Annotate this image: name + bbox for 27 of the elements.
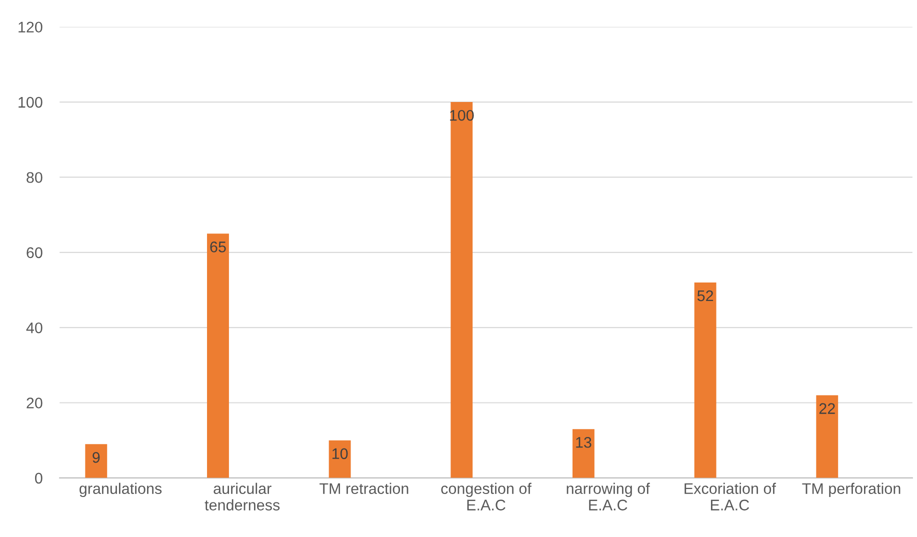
- bar: [816, 395, 838, 478]
- data-label: 13: [576, 436, 592, 448]
- data-label: 22: [819, 403, 835, 414]
- x-tick-label: granulations: [80, 482, 162, 498]
- x-tick-label: Excoriation of E.A.C: [684, 482, 776, 510]
- data-label: 52: [697, 290, 714, 302]
- x-tick-label: narrowing of E.A.C: [566, 482, 650, 510]
- x-tick-label: TM retraction: [320, 482, 408, 494]
- x-tick-label: TM perforation: [802, 482, 900, 498]
- bar: [450, 102, 473, 478]
- y-tick-label: 0: [35, 472, 42, 484]
- data-label: 10: [332, 448, 348, 460]
- y-tick-label: 120: [18, 22, 42, 33]
- x-tick-label: auricular tenderness: [204, 482, 280, 510]
- bar: [572, 429, 594, 478]
- y-tick-label: 80: [26, 172, 42, 183]
- bar: [207, 234, 229, 478]
- bar: [85, 444, 108, 478]
- y-tick-label: 60: [26, 247, 42, 258]
- data-label: 9: [92, 452, 100, 463]
- y-tick-label: 100: [18, 96, 42, 108]
- y-tick-label: 40: [26, 322, 42, 334]
- bar: [694, 282, 716, 478]
- bar: [328, 440, 351, 478]
- data-label: 65: [210, 242, 226, 252]
- y-tick-label: 20: [26, 398, 42, 408]
- x-tick-label: congestion of E.A.C: [441, 482, 532, 510]
